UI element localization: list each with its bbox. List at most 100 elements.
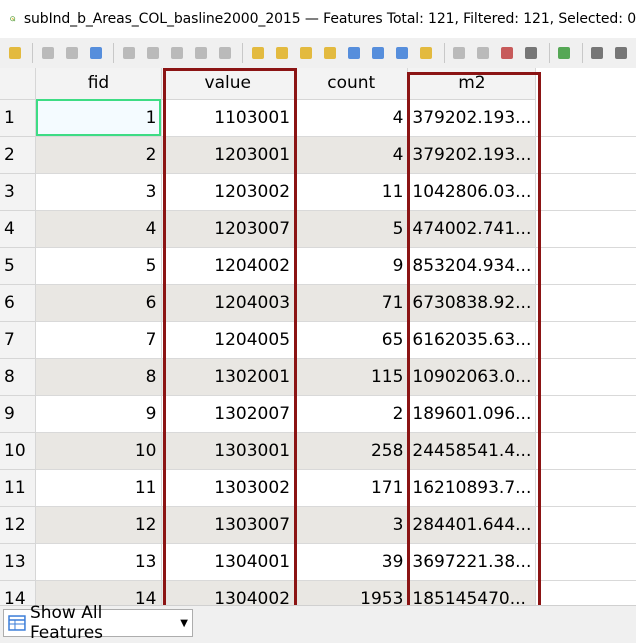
table-row[interactable]: 4 4 1203007 5 474002.741... <box>0 210 636 248</box>
cell-count[interactable]: 3 <box>294 506 409 544</box>
cell-value[interactable]: 1302001 <box>161 358 296 396</box>
select-expression-button[interactable] <box>248 43 267 63</box>
multi-edit-button[interactable] <box>38 43 57 63</box>
invert-selection-button[interactable] <box>296 43 315 63</box>
cell-fid[interactable]: 10 <box>35 432 162 470</box>
cell-value[interactable]: 1203001 <box>161 136 296 174</box>
cell-m2[interactable]: 284401.644... <box>407 506 537 544</box>
column-header-value[interactable]: value <box>161 68 296 100</box>
show-all-features-button[interactable]: Show All Features ▼ <box>3 603 193 643</box>
cell-fid[interactable]: 7 <box>35 321 162 359</box>
cell-fid[interactable]: 13 <box>35 543 162 581</box>
table-row[interactable]: 12 12 1303007 3 284401.644... <box>0 506 636 544</box>
cell-value[interactable]: 1204005 <box>161 321 296 359</box>
cell-fid[interactable]: 6 <box>35 284 162 322</box>
cell-count[interactable]: 9 <box>294 247 409 285</box>
row-header[interactable]: 7 <box>0 321 37 359</box>
paste-button[interactable] <box>215 43 234 63</box>
delete-feature-button[interactable] <box>143 43 162 63</box>
row-header[interactable]: 12 <box>0 506 37 544</box>
cell-value[interactable]: 1103001 <box>161 99 296 137</box>
cell-count[interactable]: 65 <box>294 321 409 359</box>
column-header-count[interactable]: count <box>294 68 409 100</box>
move-to-top-button[interactable] <box>369 43 388 63</box>
row-header[interactable]: 5 <box>0 247 37 285</box>
table-row[interactable]: 6 6 1204003 71 6730838.92... <box>0 284 636 322</box>
more-button[interactable] <box>612 43 631 63</box>
row-header[interactable]: 2 <box>0 136 37 174</box>
table-row[interactable]: 5 5 1204002 9 853204.934... <box>0 247 636 285</box>
cell-m2[interactable]: 474002.741... <box>407 210 537 248</box>
cell-fid[interactable]: 5 <box>35 247 162 285</box>
cell-fid[interactable]: 11 <box>35 469 162 507</box>
cell-count[interactable]: 5 <box>294 210 409 248</box>
cell-count[interactable]: 4 <box>294 136 409 174</box>
table-row[interactable]: 9 9 1302007 2 189601.096... <box>0 395 636 433</box>
column-header-m2[interactable]: m2 <box>407 68 537 100</box>
cell-m2[interactable]: 379202.193... <box>407 99 537 137</box>
dock-button[interactable] <box>555 43 574 63</box>
reload-button[interactable] <box>86 43 105 63</box>
cell-count[interactable]: 11 <box>294 173 409 211</box>
row-header[interactable]: 14 <box>0 580 37 605</box>
cell-fid[interactable]: 8 <box>35 358 162 396</box>
cell-m2[interactable]: 189601.096... <box>407 395 537 433</box>
delete-field-button[interactable] <box>474 43 493 63</box>
row-header[interactable]: 3 <box>0 173 37 211</box>
select-all-button[interactable] <box>272 43 291 63</box>
filter-button[interactable] <box>344 43 363 63</box>
table-row[interactable]: 10 10 1303001 258 24458541.4... <box>0 432 636 470</box>
cell-count[interactable]: 1953 <box>294 580 409 605</box>
cell-m2[interactable]: 1042806.03... <box>407 173 537 211</box>
field-calculator-button[interactable] <box>498 43 517 63</box>
cell-m2[interactable]: 6162035.63... <box>407 321 537 359</box>
table-row[interactable]: 1 1 1103001 4 379202.193... <box>0 99 636 137</box>
cell-value[interactable]: 1203007 <box>161 210 296 248</box>
add-feature-button[interactable] <box>119 43 138 63</box>
toggle-editing-button[interactable] <box>5 43 24 63</box>
pan-to-selected-button[interactable] <box>393 43 412 63</box>
row-header[interactable]: 10 <box>0 432 37 470</box>
cell-value[interactable]: 1303002 <box>161 469 296 507</box>
cell-value[interactable]: 1303001 <box>161 432 296 470</box>
cell-count[interactable]: 171 <box>294 469 409 507</box>
row-header[interactable]: 4 <box>0 210 37 248</box>
cell-m2[interactable]: 185145470... <box>407 580 537 605</box>
table-row[interactable]: 8 8 1302001 115 10902063.0... <box>0 358 636 396</box>
table-row[interactable]: 11 11 1303002 171 16210893.7... <box>0 469 636 507</box>
cell-value[interactable]: 1203002 <box>161 173 296 211</box>
table-row[interactable]: 13 13 1304001 39 3697221.38... <box>0 543 636 581</box>
cell-count[interactable]: 2 <box>294 395 409 433</box>
cell-count[interactable]: 258 <box>294 432 409 470</box>
deselect-button[interactable] <box>320 43 339 63</box>
chevron-down-icon[interactable]: ▼ <box>180 617 188 629</box>
cell-value[interactable]: 1304001 <box>161 543 296 581</box>
actions-button[interactable] <box>588 43 607 63</box>
row-header[interactable]: 8 <box>0 358 37 396</box>
zoom-to-selected-button[interactable] <box>417 43 436 63</box>
cell-fid[interactable]: 12 <box>35 506 162 544</box>
row-header[interactable]: 6 <box>0 284 37 322</box>
cell-m2[interactable]: 16210893.7... <box>407 469 537 507</box>
cell-count[interactable]: 71 <box>294 284 409 322</box>
cell-value[interactable]: 1304002 <box>161 580 296 605</box>
column-header-fid[interactable]: fid <box>35 68 162 100</box>
cell-m2[interactable]: 10902063.0... <box>407 358 537 396</box>
row-header[interactable]: 9 <box>0 395 37 433</box>
save-edits-button[interactable] <box>62 43 81 63</box>
cell-value[interactable]: 1303007 <box>161 506 296 544</box>
new-field-button[interactable] <box>450 43 469 63</box>
cell-m2[interactable]: 24458541.4... <box>407 432 537 470</box>
cell-fid[interactable]: 4 <box>35 210 162 248</box>
copy-button[interactable] <box>191 43 210 63</box>
cell-fid[interactable]: 2 <box>35 136 162 174</box>
row-header[interactable]: 1 <box>0 99 37 137</box>
cell-fid[interactable]: 3 <box>35 173 162 211</box>
cut-button[interactable] <box>167 43 186 63</box>
table-row[interactable]: 2 2 1203001 4 379202.193... <box>0 136 636 174</box>
table-row[interactable]: 7 7 1204005 65 6162035.63... <box>0 321 636 359</box>
attribute-grid[interactable]: fid value count m2 1 1 1103001 4 379202.193.… <box>0 68 636 605</box>
cell-fid[interactable]: 9 <box>35 395 162 433</box>
row-header[interactable]: 11 <box>0 469 37 507</box>
cell-count[interactable]: 39 <box>294 543 409 581</box>
